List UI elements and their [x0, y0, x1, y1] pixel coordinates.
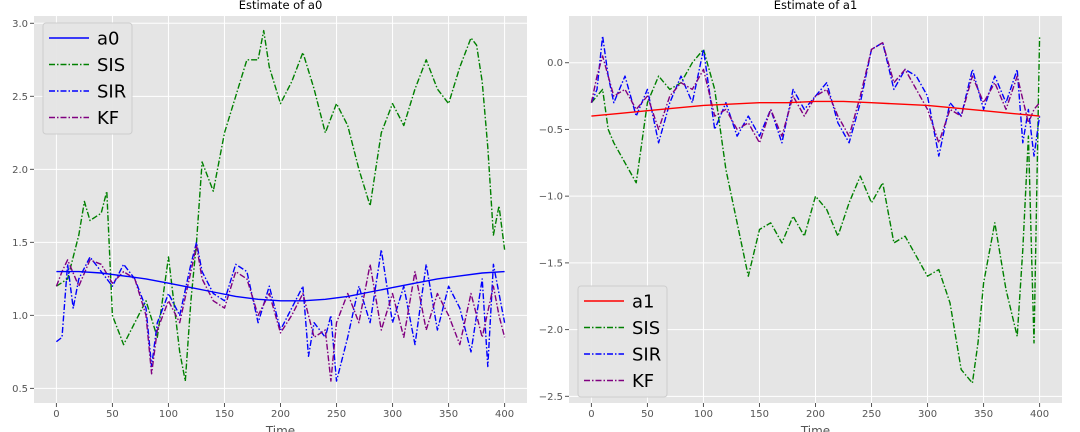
x-tick-label: 300	[918, 409, 937, 420]
series-line-a1	[591, 100, 1040, 117]
y-tick-label: 2.0	[12, 165, 28, 176]
series-line-kf	[590, 42, 1041, 144]
x-axis-label: Time	[800, 424, 830, 432]
x-tick-label: 350	[439, 409, 458, 420]
x-tick-label: 350	[974, 409, 993, 420]
chart-panel-0: 0 50 100 150 200 250 300 350 400 0.5 1.0 1.5 2.0 2.5 3…	[12, 0, 527, 432]
y-tick-label: 3.0	[12, 19, 28, 30]
x-tick-label: 0	[53, 409, 59, 420]
y-tick-label: −2.5	[539, 392, 563, 403]
y-tick-label: −2.0	[539, 325, 563, 336]
legend-label: KF	[97, 108, 119, 129]
legend-label: a0	[97, 29, 119, 50]
legend-label: KF	[632, 371, 654, 392]
legend-label: SIR	[632, 345, 661, 366]
x-tick-label: 100	[159, 409, 178, 420]
x-tick-label: 0	[588, 409, 594, 420]
y-tick-label: 1.5	[12, 238, 28, 249]
series-line-sir	[55, 241, 506, 382]
x-tick-label: 50	[641, 409, 654, 420]
chart-title: Estimate of a0	[239, 0, 323, 12]
x-tick-label: 200	[271, 409, 290, 420]
x-tick-label: 250	[862, 409, 881, 420]
legend-label: a1	[632, 292, 654, 313]
legend-box	[42, 22, 133, 135]
x-tick-label: 400	[495, 409, 514, 420]
series-line-sis	[56, 29, 506, 382]
x-tick-label: 250	[327, 409, 346, 420]
x-tick-label: 150	[215, 409, 234, 420]
x-tick-label: 50	[106, 409, 119, 420]
series-line-sis	[590, 35, 1041, 384]
y-tick-label: −1.5	[539, 258, 563, 269]
chart-panel-1: 0 50 100 150 200 250 300 350 400 −2.5 −2.0 −1.5 −1.0…	[539, 0, 1062, 432]
y-tick-label: 0.5	[12, 384, 28, 395]
legend: a0 SIS SIR KF	[42, 22, 133, 135]
series-line-a0	[56, 270, 505, 302]
legend-box	[577, 285, 668, 398]
x-tick-label: 150	[750, 409, 769, 420]
y-tick-label: 1.0	[12, 311, 28, 322]
y-tick-label: 0.0	[547, 58, 563, 69]
x-tick-label: 400	[1030, 409, 1049, 420]
x-tick-label: 200	[806, 409, 825, 420]
x-tick-label: 100	[694, 409, 713, 420]
y-tick-label: −1.0	[539, 192, 563, 203]
series-line-kf	[55, 244, 506, 382]
legend-label: SIS	[97, 55, 125, 76]
legend-label: SIS	[632, 318, 660, 339]
legend-label: SIR	[97, 82, 126, 103]
chart-title: Estimate of a1	[774, 0, 858, 12]
y-tick-label: 2.5	[12, 92, 28, 103]
x-tick-label: 300	[383, 409, 402, 420]
legend: a1 SIS SIR KF	[577, 285, 668, 398]
x-axis-label: Time	[265, 424, 295, 432]
y-tick-label: −0.5	[539, 125, 563, 136]
